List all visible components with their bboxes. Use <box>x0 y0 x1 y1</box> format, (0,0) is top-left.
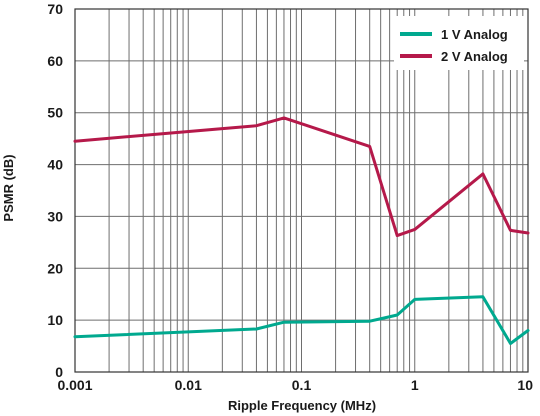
plot-frame <box>74 8 529 373</box>
y-tick-label: 0 <box>55 364 63 380</box>
y-tick-label: 70 <box>47 1 63 17</box>
y-tick-label: 30 <box>47 208 63 224</box>
grid <box>75 9 528 372</box>
y-tick-label: 60 <box>47 53 63 69</box>
x-tick-label: 1 <box>411 377 419 393</box>
x-axis-title: Ripple Frequency (MHz) <box>228 398 376 413</box>
y-tick-label: 50 <box>47 105 63 121</box>
x-tick-label: 10 <box>517 377 533 393</box>
legend-label: 2 V Analog <box>441 49 508 64</box>
x-tick-label: 0.1 <box>292 377 312 393</box>
x-tick-label: 0.01 <box>175 377 202 393</box>
y-axis-ticks: 0 10 20 30 40 50 60 70 <box>47 1 63 380</box>
y-tick-label: 10 <box>47 312 63 328</box>
series-lines <box>73 116 530 345</box>
legend: 1 V Analog 2 V Analog <box>394 16 524 70</box>
legend-background <box>394 16 524 70</box>
x-axis-ticks: 0.001 0.01 0.1 1 10 <box>57 377 533 393</box>
y-tick-label: 40 <box>47 157 63 173</box>
series-line-1 <box>73 295 530 345</box>
x-tick-label: 0.001 <box>57 377 92 393</box>
legend-label: 1 V Analog <box>441 27 508 42</box>
y-axis-title: PSMR (dB) <box>1 154 16 221</box>
plot-border <box>74 8 529 373</box>
y-tick-label: 20 <box>47 260 63 276</box>
series-line-2 <box>73 116 530 238</box>
